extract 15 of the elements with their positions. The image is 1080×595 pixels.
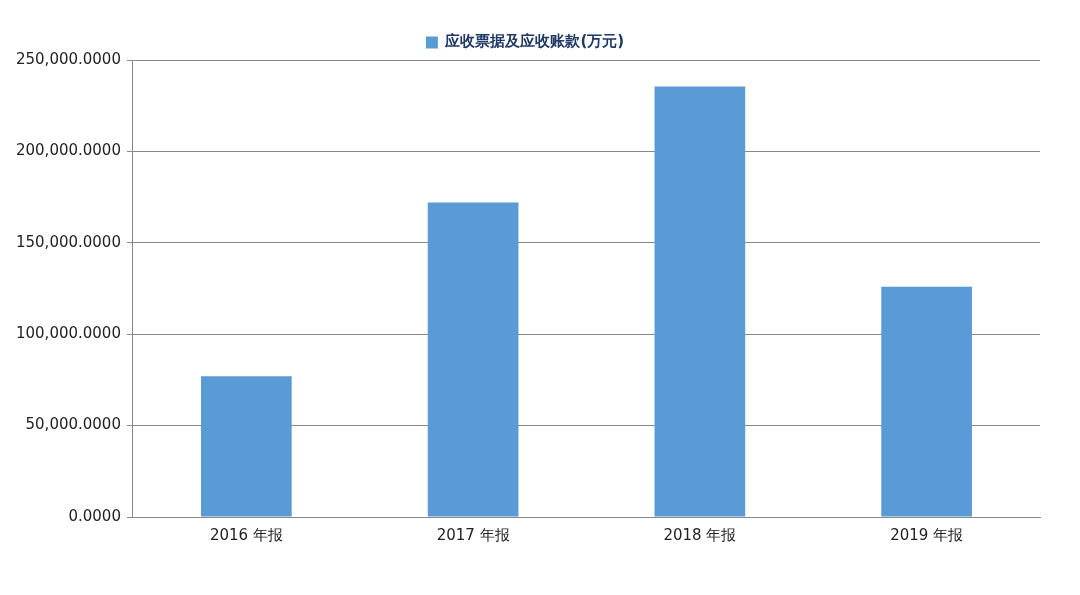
y-tick-label: 200,000.0000 (15, 141, 121, 160)
y-tick-label: 100,000.0000 (15, 324, 121, 343)
y-tick-label: 50,000.0000 (25, 415, 121, 434)
y-tick-label: 0.0000 (68, 506, 121, 525)
y-tick-label: 250,000.0000 (15, 49, 121, 68)
x-tick-label: 2017 年报 (436, 525, 510, 544)
y-tick-label: 150,000.0000 (15, 232, 121, 251)
bar (654, 86, 746, 517)
legend-label: 应收票据及应收账款(万元) (444, 32, 625, 51)
x-tick-label: 2016 年报 (209, 525, 283, 544)
bar (427, 202, 519, 517)
x-tick-label: 2018 年报 (663, 525, 737, 544)
x-tick-label: 2019 年报 (890, 525, 964, 544)
bar (201, 376, 292, 517)
bar (881, 286, 972, 517)
